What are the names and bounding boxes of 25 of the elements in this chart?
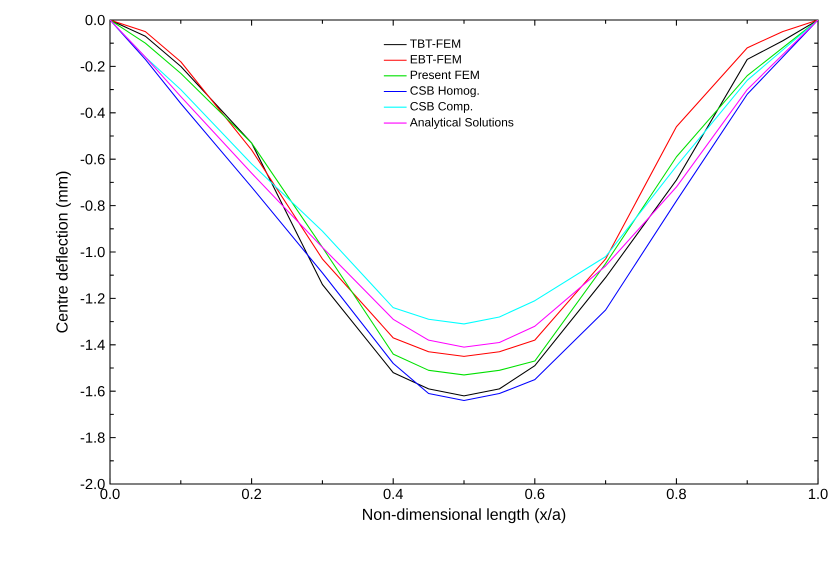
y-tick-label: -1.4 (80, 340, 105, 350)
y-tick-label: 0.0 (85, 14, 105, 26)
legend-label: Present FEM (410, 70, 479, 80)
x-tick-label: 0.8 (666, 488, 686, 500)
y-axis-title: Centre deflection (mm) (56, 172, 71, 333)
y-tick-label: -1.6 (80, 386, 105, 396)
y-tick-label: -1.2 (80, 293, 105, 304)
legend-label: TBT-FEM (410, 40, 460, 48)
y-tick-label: -0.2 (80, 61, 105, 72)
x-tick-label: 0.4 (384, 488, 403, 500)
x-tick-label: 0.6 (525, 488, 544, 500)
y-tick-label: -2.0 (80, 478, 105, 490)
legend-label: Analytical Solutions (410, 118, 514, 129)
y-tick-label: -0.4 (80, 108, 105, 118)
x-tick-label: 0.0 (100, 488, 120, 500)
legend-label: EBT-FEM (410, 55, 461, 64)
x-tick-label: 0.2 (242, 488, 262, 500)
y-tick-label: -0.8 (80, 200, 105, 211)
legend-label: CSB Homog. (410, 86, 479, 98)
y-tick-label: -0.6 (80, 154, 105, 164)
y-tick-label: -1.0 (80, 246, 105, 258)
y-tick-label: -1.8 (80, 432, 105, 443)
x-tick-label: 1.0 (808, 488, 828, 500)
x-axis-title: Non-dimensional length (x/a) (363, 508, 566, 524)
legend-label: CSB Comp. (410, 102, 472, 113)
